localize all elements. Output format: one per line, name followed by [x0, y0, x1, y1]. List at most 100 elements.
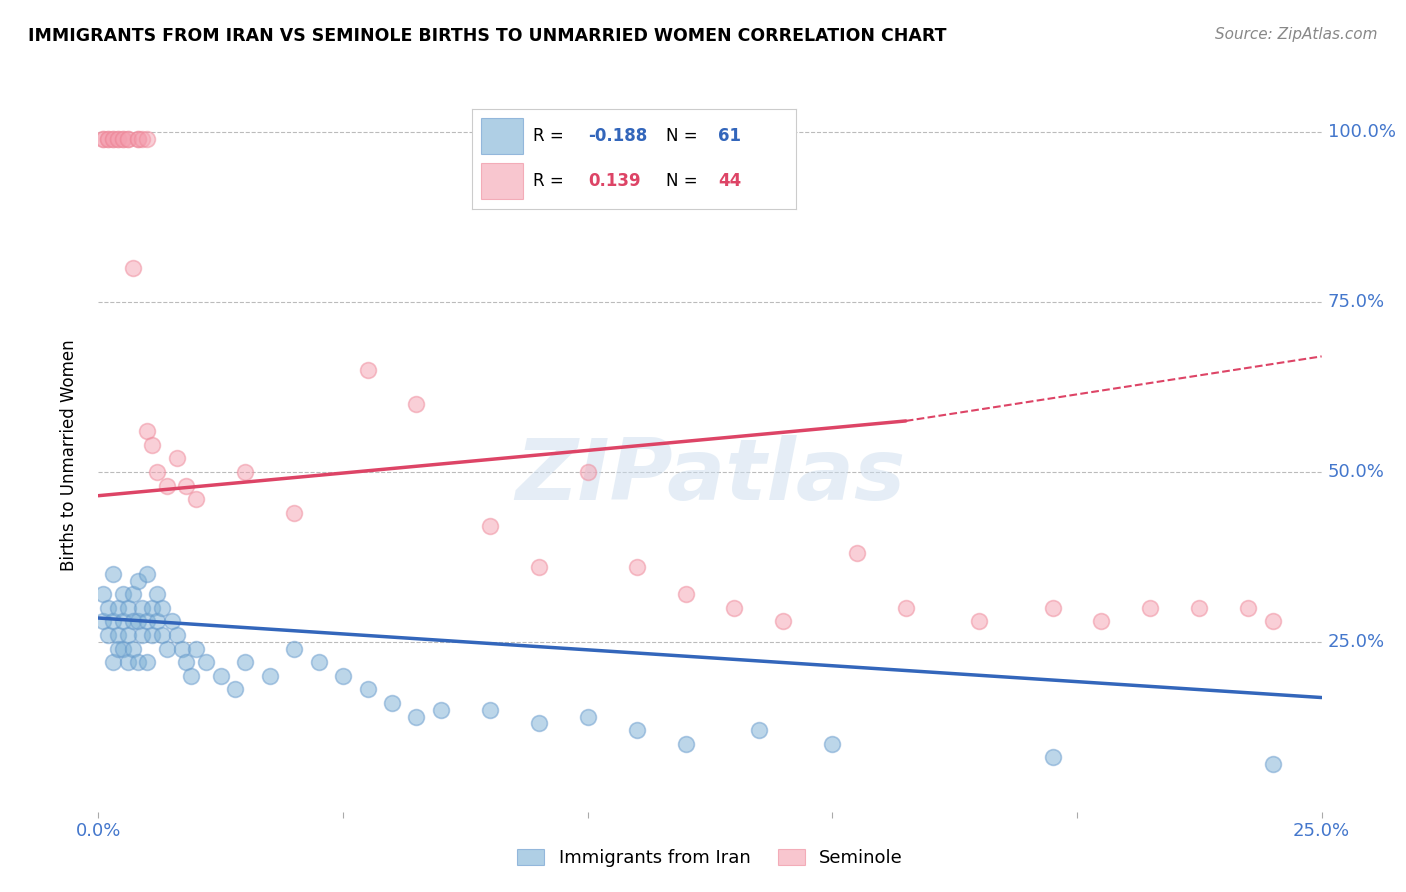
- Point: [127, 132, 149, 146]
- Point: [117, 132, 139, 146]
- Point: [131, 600, 153, 615]
- Point: [136, 566, 159, 581]
- Point: [1139, 600, 1161, 615]
- Point: [478, 519, 501, 533]
- Point: [308, 655, 330, 669]
- Point: [121, 615, 143, 629]
- Point: [127, 132, 149, 146]
- Text: Source: ZipAtlas.com: Source: ZipAtlas.com: [1215, 27, 1378, 42]
- Point: [146, 587, 169, 601]
- Point: [121, 587, 143, 601]
- Point: [111, 132, 134, 146]
- Point: [675, 737, 697, 751]
- Point: [166, 628, 188, 642]
- Point: [1188, 600, 1211, 615]
- Point: [283, 641, 305, 656]
- Point: [127, 615, 149, 629]
- Text: 75.0%: 75.0%: [1327, 293, 1385, 311]
- Point: [195, 655, 218, 669]
- Point: [626, 560, 648, 574]
- Point: [160, 615, 183, 629]
- Point: [117, 655, 139, 669]
- Point: [723, 600, 745, 615]
- Point: [91, 587, 114, 601]
- Point: [136, 424, 159, 438]
- Point: [576, 465, 599, 479]
- Point: [233, 465, 256, 479]
- Text: IMMIGRANTS FROM IRAN VS SEMINOLE BIRTHS TO UNMARRIED WOMEN CORRELATION CHART: IMMIGRANTS FROM IRAN VS SEMINOLE BIRTHS …: [28, 27, 946, 45]
- Point: [894, 600, 917, 615]
- Point: [209, 669, 232, 683]
- Point: [111, 615, 134, 629]
- Point: [101, 655, 124, 669]
- Point: [101, 566, 124, 581]
- Point: [527, 716, 550, 731]
- Point: [107, 600, 129, 615]
- Point: [111, 641, 134, 656]
- Point: [131, 628, 153, 642]
- Point: [117, 600, 139, 615]
- Point: [527, 560, 550, 574]
- Point: [121, 260, 143, 275]
- Point: [845, 546, 868, 560]
- Point: [283, 506, 305, 520]
- Point: [156, 641, 179, 656]
- Point: [97, 628, 120, 642]
- Point: [1261, 615, 1284, 629]
- Point: [107, 641, 129, 656]
- Point: [381, 696, 404, 710]
- Point: [117, 132, 139, 146]
- Point: [91, 132, 114, 146]
- Point: [111, 132, 134, 146]
- Point: [156, 478, 179, 492]
- Point: [136, 132, 159, 146]
- Point: [405, 397, 427, 411]
- Point: [176, 655, 198, 669]
- Point: [967, 615, 990, 629]
- Point: [136, 655, 159, 669]
- Legend: Immigrants from Iran, Seminole: Immigrants from Iran, Seminole: [510, 841, 910, 874]
- Point: [821, 737, 844, 751]
- Point: [748, 723, 770, 738]
- Point: [675, 587, 697, 601]
- Point: [146, 465, 169, 479]
- Point: [121, 641, 143, 656]
- Text: 25.0%: 25.0%: [1327, 632, 1385, 651]
- Point: [772, 615, 794, 629]
- Point: [150, 600, 173, 615]
- Point: [97, 132, 120, 146]
- Point: [1042, 600, 1064, 615]
- Point: [117, 628, 139, 642]
- Point: [186, 641, 208, 656]
- Point: [101, 615, 124, 629]
- Point: [166, 451, 188, 466]
- Point: [146, 615, 169, 629]
- Point: [97, 132, 120, 146]
- Point: [478, 703, 501, 717]
- Point: [136, 615, 159, 629]
- Point: [107, 132, 129, 146]
- Point: [150, 628, 173, 642]
- Point: [97, 600, 120, 615]
- Point: [186, 492, 208, 507]
- Point: [101, 132, 124, 146]
- Text: 100.0%: 100.0%: [1327, 123, 1396, 141]
- Point: [107, 132, 129, 146]
- Point: [405, 709, 427, 723]
- Point: [356, 363, 378, 377]
- Point: [356, 682, 378, 697]
- Point: [141, 628, 163, 642]
- Point: [127, 574, 149, 588]
- Point: [107, 628, 129, 642]
- Point: [430, 703, 453, 717]
- Point: [1237, 600, 1260, 615]
- Point: [91, 132, 114, 146]
- Point: [101, 132, 124, 146]
- Point: [127, 655, 149, 669]
- Point: [176, 478, 198, 492]
- Point: [233, 655, 256, 669]
- Point: [91, 615, 114, 629]
- Point: [224, 682, 246, 697]
- Point: [1090, 615, 1112, 629]
- Point: [1261, 757, 1284, 772]
